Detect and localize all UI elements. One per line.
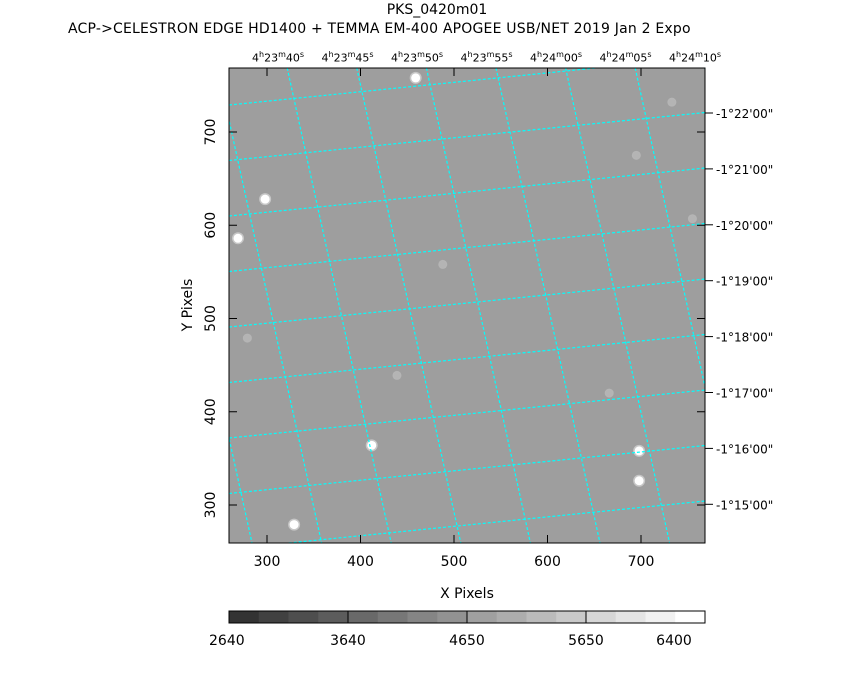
star bbox=[439, 261, 446, 268]
image-background bbox=[229, 68, 705, 543]
axes: 300 400 500 600 700 300 400 500 600 700 X Pixels Y … bbox=[180, 68, 773, 602]
x-tick-label: 400 bbox=[347, 554, 374, 570]
x-tick-label: 700 bbox=[628, 554, 655, 570]
x-tick-label: 600 bbox=[534, 554, 561, 570]
colorbar-step bbox=[526, 611, 557, 623]
colorbar-step bbox=[318, 611, 349, 623]
colorbar-step bbox=[377, 611, 408, 623]
ra-grid-line bbox=[229, 435, 253, 543]
colorbar-step bbox=[348, 611, 379, 623]
star bbox=[393, 372, 400, 379]
coordinate-grid bbox=[229, 2, 850, 543]
colorbar-step bbox=[288, 611, 319, 623]
colorbar-step bbox=[645, 611, 676, 623]
star bbox=[244, 335, 251, 342]
ra-label: 4h24m10s bbox=[669, 50, 722, 65]
star bbox=[367, 440, 377, 450]
ra-label: 4h23m45s bbox=[321, 50, 374, 65]
colorbar-step bbox=[615, 611, 646, 623]
star bbox=[289, 520, 299, 530]
colorbar-step bbox=[467, 611, 498, 623]
colorbar-step bbox=[437, 611, 468, 623]
ra-label: 4h24m00s bbox=[530, 50, 583, 65]
ra-label: 4h24m05s bbox=[599, 50, 652, 65]
y-tick-label: 600 bbox=[203, 212, 219, 239]
dec-label: -1°21'00" bbox=[716, 163, 773, 177]
colorbar-step bbox=[556, 611, 587, 623]
star bbox=[233, 233, 243, 243]
colorbar-step bbox=[586, 611, 617, 623]
dec-label: -1°20'00" bbox=[716, 219, 773, 233]
chart-title: PKS_0420m01 bbox=[386, 2, 488, 18]
ra-label: 4h23m50s bbox=[391, 50, 444, 65]
ra-grid-line bbox=[229, 117, 323, 543]
ra-label: 4h23m40s bbox=[252, 50, 305, 65]
colorbar: 2640 3640 4650 5650 6400 bbox=[209, 610, 706, 649]
colorbar-step bbox=[258, 611, 289, 623]
stars bbox=[232, 71, 697, 531]
colorbar-label: 5650 bbox=[568, 633, 604, 649]
dec-grid-line bbox=[229, 2, 705, 50]
dec-label: -1°18'00" bbox=[716, 331, 773, 345]
star bbox=[634, 446, 644, 456]
colorbar-label: 6400 bbox=[656, 633, 692, 649]
ra-grid-line bbox=[356, 68, 462, 543]
ra-grid-line bbox=[565, 68, 671, 543]
x-tick-label: 300 bbox=[254, 554, 281, 570]
star bbox=[668, 99, 675, 106]
star bbox=[633, 152, 640, 159]
colorbar-label: 3640 bbox=[330, 633, 366, 649]
colorbar-label: 4650 bbox=[449, 633, 485, 649]
dec-label: -1°16'00" bbox=[716, 442, 773, 456]
y-tick-label: 500 bbox=[203, 305, 219, 332]
y-tick-label: 700 bbox=[203, 119, 219, 146]
dec-label: -1°17'00" bbox=[716, 387, 773, 401]
ra-grid-line bbox=[495, 68, 601, 543]
x-tick-label: 500 bbox=[441, 554, 468, 570]
dec-label: -1°22'00" bbox=[716, 107, 773, 121]
star bbox=[411, 73, 421, 83]
ra-grid-line bbox=[774, 68, 850, 543]
star bbox=[260, 194, 270, 204]
x-axis-label: X Pixels bbox=[440, 586, 494, 602]
plot-frame bbox=[228, 67, 706, 544]
ra-grid-line bbox=[704, 68, 705, 72]
ra-grid-line bbox=[634, 68, 705, 390]
ra-label: 4h23m55s bbox=[460, 50, 513, 65]
colorbar-step bbox=[496, 611, 527, 623]
ra-grid-line bbox=[286, 68, 392, 543]
star bbox=[606, 390, 613, 397]
colorbar-step bbox=[407, 611, 438, 623]
chart-subtitle: ACP->CELESTRON EDGE HD1400 + TEMMA EM-40… bbox=[68, 21, 691, 37]
colorbar-label: 2640 bbox=[209, 633, 245, 649]
star bbox=[634, 476, 644, 486]
colorbar-step bbox=[229, 611, 260, 623]
dec-label: -1°15'00" bbox=[716, 498, 773, 512]
ra-grid-line bbox=[425, 68, 531, 543]
dec-label: -1°19'00" bbox=[716, 275, 773, 289]
star bbox=[689, 215, 696, 222]
y-tick-label: 400 bbox=[203, 398, 219, 425]
colorbar-step bbox=[675, 611, 706, 623]
y-axis-label: Y Pixels bbox=[180, 279, 196, 333]
ra-axis-labels: 4h23m40s 4h23m45s 4h23m50s 4h23m55s 4h24m00s… bbox=[252, 50, 739, 65]
y-tick-label: 300 bbox=[203, 492, 219, 519]
